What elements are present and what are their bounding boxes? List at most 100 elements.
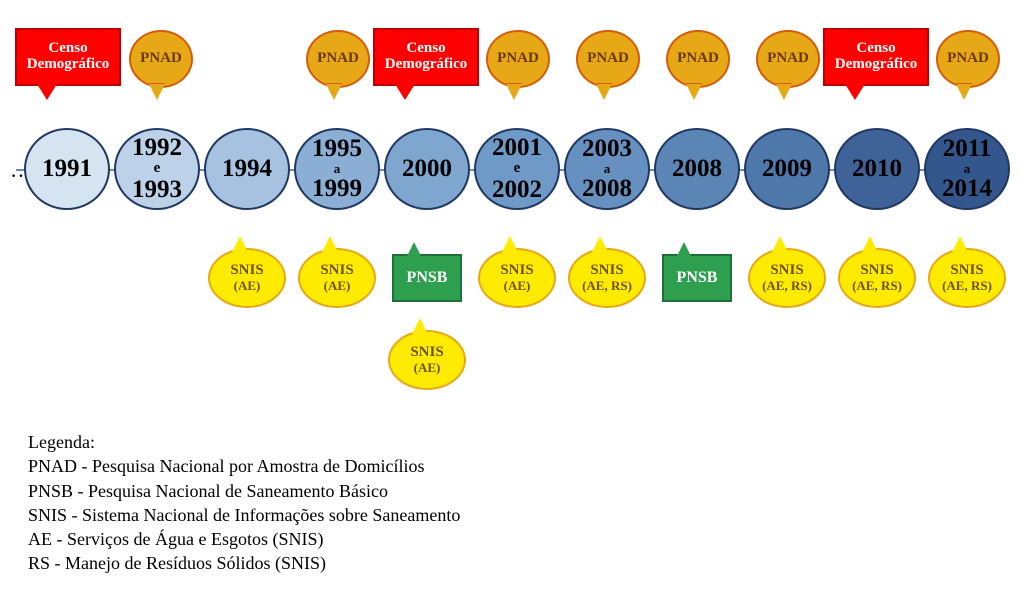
snis-label: SNIS: [230, 263, 263, 279]
year-node: 1994: [204, 128, 290, 210]
snis-callout: SNIS(AE, RS): [928, 248, 1006, 308]
snis-label: SNIS: [500, 263, 533, 279]
pnad-label: PNAD: [497, 51, 539, 67]
year-label: e: [514, 161, 521, 177]
callout-tail: [772, 236, 788, 252]
year-label: a: [964, 162, 971, 176]
callout-tail: [37, 84, 57, 100]
year-label: 2014: [942, 176, 992, 202]
callout-tail: [845, 84, 865, 100]
year-label: 2000: [402, 156, 452, 182]
censo-callout: CensoDemográfico: [823, 28, 929, 86]
callout-tail: [326, 84, 342, 100]
callout-tail: [592, 236, 608, 252]
timeline-diagram: …19911992e199319941995a199920002001e2002…: [10, 10, 1013, 586]
callout-tail: [232, 236, 248, 252]
callout-tail: [149, 84, 165, 100]
year-label: 1995: [312, 136, 362, 162]
legend: Legenda:PNAD - Pesquisa Nacional por Amo…: [28, 430, 460, 576]
pnad-callout: PNAD: [936, 30, 1000, 88]
year-node: 2009: [744, 128, 830, 210]
snis-label: SNIS: [590, 263, 623, 279]
pnsb-callout: PNSB: [662, 254, 732, 302]
year-node: 2010: [834, 128, 920, 210]
censo-callout: CensoDemográfico: [15, 28, 121, 86]
year-node: 2000: [384, 128, 470, 210]
pnad-label: PNAD: [317, 51, 359, 67]
snis-callout: SNIS(AE, RS): [838, 248, 916, 308]
year-node: 1995a1999: [294, 128, 380, 210]
pnad-callout: PNAD: [486, 30, 550, 88]
callout-tail: [506, 84, 522, 100]
pnsb-label: PNSB: [677, 270, 718, 287]
pnad-label: PNAD: [767, 51, 809, 67]
callout-tail: [395, 84, 415, 100]
snis-sublabel: (AE): [234, 279, 261, 293]
pnad-label: PNAD: [587, 51, 629, 67]
snis-callout: SNIS(AE): [478, 248, 556, 308]
pnsb-label: PNSB: [407, 270, 448, 287]
legend-line: Legenda:: [28, 430, 460, 454]
year-node: 2001e2002: [474, 128, 560, 210]
callout-tail: [502, 236, 518, 252]
legend-line: PNSB - Pesquisa Nacional de Saneamento B…: [28, 479, 460, 503]
year-label: 2010: [852, 156, 902, 182]
year-label: 2003: [582, 136, 632, 162]
year-node: 1992e1993: [114, 128, 200, 210]
year-label: 1991: [42, 156, 92, 182]
pnad-callout: PNAD: [576, 30, 640, 88]
legend-line: AE - Serviços de Água e Esgotos (SNIS): [28, 527, 460, 551]
snis-sublabel: (AE): [414, 361, 441, 375]
year-node: 2008: [654, 128, 740, 210]
callout-tail: [776, 84, 792, 100]
snis-label: SNIS: [410, 345, 443, 361]
year-label: 1994: [222, 156, 272, 182]
year-node: 2003a2008: [564, 128, 650, 210]
pnad-label: PNAD: [947, 51, 989, 67]
snis-callout: SNIS(AE): [298, 248, 376, 308]
legend-line: PNAD - Pesquisa Nacional por Amostra de …: [28, 454, 460, 478]
legend-line: SNIS - Sistema Nacional de Informações s…: [28, 503, 460, 527]
year-label: e: [154, 161, 161, 177]
callout-tail: [676, 242, 692, 258]
callout-tail: [322, 236, 338, 252]
year-label: a: [604, 162, 611, 176]
snis-sublabel: (AE): [324, 279, 351, 293]
snis-label: SNIS: [860, 263, 893, 279]
year-node: 1991: [24, 128, 110, 210]
pnad-callout: PNAD: [666, 30, 730, 88]
callout-tail: [412, 318, 428, 334]
snis-sublabel: (AE, RS): [852, 279, 902, 293]
year-label: a: [334, 162, 341, 176]
callout-tail: [862, 236, 878, 252]
year-label: 2001: [492, 135, 542, 161]
year-label: 2008: [672, 156, 722, 182]
year-label: 1993: [132, 177, 182, 203]
pnsb-callout: PNSB: [392, 254, 462, 302]
year-label: 1992: [132, 135, 182, 161]
snis-label: SNIS: [320, 263, 353, 279]
callout-tail: [406, 242, 422, 258]
pnad-label: PNAD: [140, 51, 182, 67]
year-label: 2011: [943, 136, 992, 162]
snis-callout: SNIS(AE): [388, 330, 466, 390]
callout-tail: [952, 236, 968, 252]
callout-tail: [956, 84, 972, 100]
snis-sublabel: (AE, RS): [582, 279, 632, 293]
snis-sublabel: (AE, RS): [762, 279, 812, 293]
snis-sublabel: (AE, RS): [942, 279, 992, 293]
callout-tail: [596, 84, 612, 100]
snis-label: SNIS: [770, 263, 803, 279]
snis-callout: SNIS(AE, RS): [748, 248, 826, 308]
snis-callout: SNIS(AE, RS): [568, 248, 646, 308]
callout-tail: [686, 84, 702, 100]
pnad-label: PNAD: [677, 51, 719, 67]
year-label: 2009: [762, 156, 812, 182]
pnad-callout: PNAD: [129, 30, 193, 88]
pnad-callout: PNAD: [306, 30, 370, 88]
year-node: 2011a2014: [924, 128, 1010, 210]
year-label: 2002: [492, 177, 542, 203]
snis-label: SNIS: [950, 263, 983, 279]
year-label: 1999: [312, 176, 362, 202]
year-label: 2008: [582, 176, 632, 202]
